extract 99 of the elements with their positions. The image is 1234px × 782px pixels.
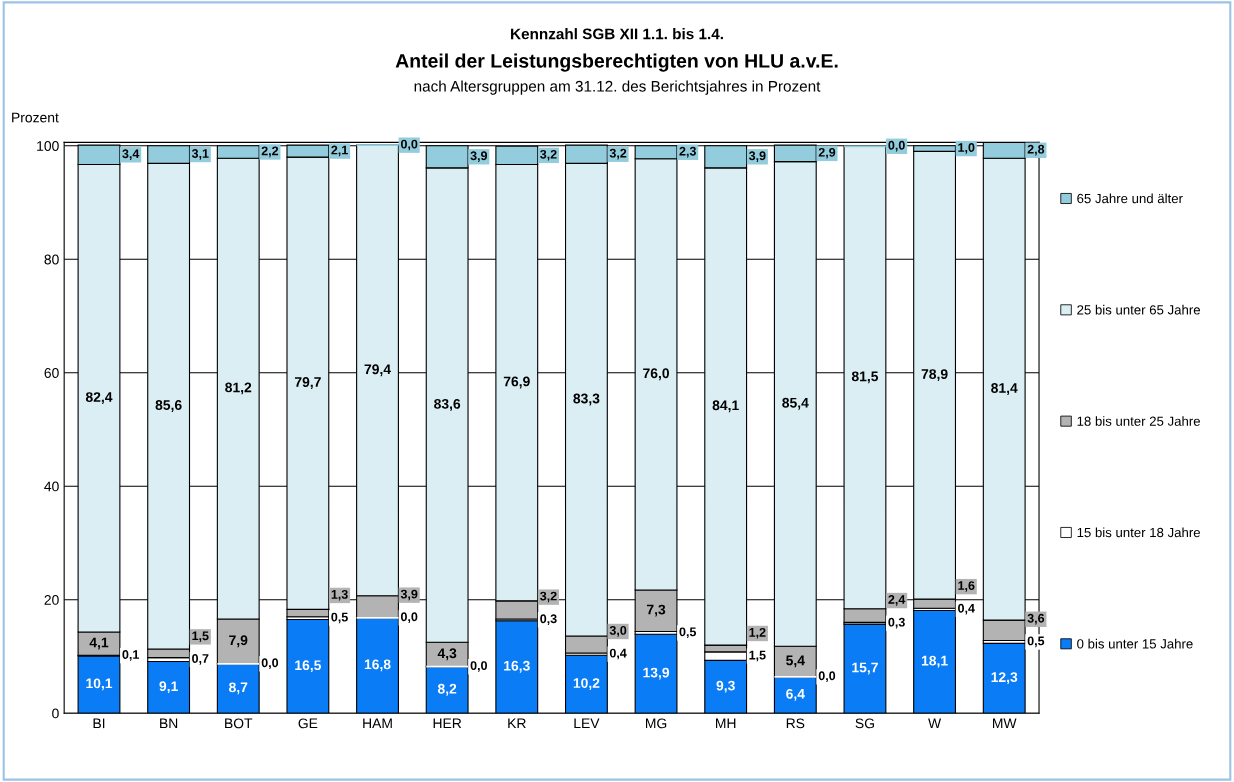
data-label: 85,6: [155, 400, 182, 412]
data-label: 81,2: [225, 382, 252, 395]
x-tick-label: HER: [433, 718, 462, 729]
data-label: 81,5: [851, 371, 879, 384]
y-axis-title: Prozent: [12, 112, 59, 123]
data-label: 2,3: [679, 146, 696, 158]
data-label: 2,1: [331, 145, 348, 157]
data-label: 8,7: [229, 682, 248, 695]
data-label: 3,2: [540, 591, 557, 603]
data-label: 0,0: [818, 671, 836, 683]
data-label: 1,3: [331, 589, 348, 601]
y-tick-label: 40: [44, 481, 59, 492]
data-label: 16,3: [504, 660, 530, 673]
data-label: 3,1: [191, 149, 209, 160]
x-tick-label: GE: [298, 718, 318, 729]
x-tick-label: MH: [716, 718, 736, 729]
data-label: 79,7: [294, 377, 321, 389]
data-label: 4,1: [89, 637, 109, 650]
text: Kennzahl SGB XII 1.1. bis 1.4.: [511, 28, 723, 40]
data-label: 9,3: [716, 680, 735, 693]
data-label: 82,4: [85, 392, 113, 404]
x-tick-label: BI: [93, 718, 105, 729]
data-label: 1,6: [958, 581, 975, 592]
legend-label: 65 Jahre und älter: [1077, 193, 1183, 204]
data-label: 1,5: [192, 631, 209, 643]
data-label: 84,1: [712, 400, 739, 413]
data-label: 76,0: [643, 368, 669, 381]
data-label: 0,7: [192, 654, 209, 665]
data-label: 10,1: [86, 678, 113, 691]
data-label: 13,9: [643, 667, 670, 680]
x-tick-label: BOT: [225, 718, 253, 729]
data-label: 3,9: [470, 151, 488, 162]
data-label: 2,4: [888, 595, 906, 606]
data-label: 3,9: [748, 151, 766, 162]
data-label: 3,9: [400, 589, 418, 601]
data-label: 0,3: [540, 614, 557, 626]
data-label: 79,4: [364, 364, 391, 377]
data-label: 0,5: [331, 612, 348, 624]
data-label: 3,6: [1027, 613, 1045, 625]
x-tick-label: KR: [508, 718, 526, 729]
data-label: 12,3: [991, 672, 1018, 685]
legend-label: 18 bis unter 25 Jahre: [1077, 416, 1200, 426]
data-label: 0,4: [958, 603, 975, 615]
data-label: 0,5: [679, 627, 697, 639]
data-label: 1,2: [749, 627, 766, 639]
data-label: 83,3: [573, 393, 600, 406]
data-label: 5,4: [786, 655, 805, 668]
x-tick-label: RS: [786, 718, 805, 729]
data-label: 1,5: [749, 650, 766, 662]
legend-label: 15 bis unter 18 Jahre: [1077, 527, 1200, 538]
data-label: 9,1: [159, 681, 178, 694]
legend-label: 25 bis unter 65 Jahre: [1077, 304, 1200, 315]
y-tick-label: 100: [37, 141, 59, 151]
data-label: 0,3: [888, 617, 905, 629]
data-label: 3,2: [540, 149, 557, 161]
data-label: 2,2: [261, 146, 279, 158]
data-label: 3,4: [122, 149, 140, 160]
x-tick-label: LEV: [574, 718, 600, 729]
chart-subtitle: nach Altersgruppen am 31.12. des Berichtsjahres in Prozent: [414, 80, 821, 95]
data-label: 8,2: [437, 683, 457, 696]
data-label: 0,4: [609, 648, 627, 660]
data-label: 83,6: [434, 398, 461, 411]
data-label: 3,2: [609, 148, 627, 160]
data-label: 0,0: [261, 658, 279, 669]
data-label: 10,2: [573, 678, 600, 690]
data-label: 16,8: [364, 659, 391, 672]
x-tick-label: BN: [160, 718, 178, 729]
data-label: 81,4: [991, 383, 1018, 395]
y-tick-label: 60: [44, 368, 59, 378]
data-label: 18,1: [921, 655, 948, 668]
y-tick-label: 20: [44, 595, 59, 605]
data-label: 0,0: [400, 612, 418, 624]
legend-label: 0 bis unter 15 Jahre: [1077, 638, 1193, 649]
data-label: 76,9: [503, 376, 530, 389]
data-label: 2,9: [818, 147, 836, 159]
y-tick-label: 80: [44, 254, 59, 265]
y-tick-label: 0: [52, 708, 59, 719]
data-label: 6,4: [786, 688, 805, 701]
data-label: 0,0: [888, 140, 905, 152]
x-tick-label: MG: [646, 718, 667, 729]
data-label: 16,5: [295, 660, 322, 673]
data-label: 4,3: [437, 648, 457, 661]
data-label: 78,9: [921, 369, 948, 382]
data-label: 7,9: [229, 635, 248, 648]
data-label: 0,1: [122, 650, 139, 661]
data-label: 15,7: [852, 662, 878, 675]
data-label: 1,0: [958, 143, 975, 154]
data-label: 2,8: [1027, 144, 1045, 156]
x-tick-label: W: [928, 718, 942, 729]
data-label: 7,3: [646, 604, 666, 617]
x-tick-label: SG: [855, 718, 874, 729]
data-label: 0,5: [1027, 636, 1045, 648]
data-label: 0,0: [470, 661, 487, 672]
x-tick-label: MW: [993, 718, 1017, 729]
x-tick-label: HAM: [363, 718, 392, 729]
data-label: 3,0: [609, 625, 627, 637]
chart-title: Anteil der Leistungsberechtigten von HLU a.v.E.: [395, 53, 838, 72]
data-label: 85,4: [782, 397, 809, 410]
data-label: 0,0: [400, 139, 418, 151]
